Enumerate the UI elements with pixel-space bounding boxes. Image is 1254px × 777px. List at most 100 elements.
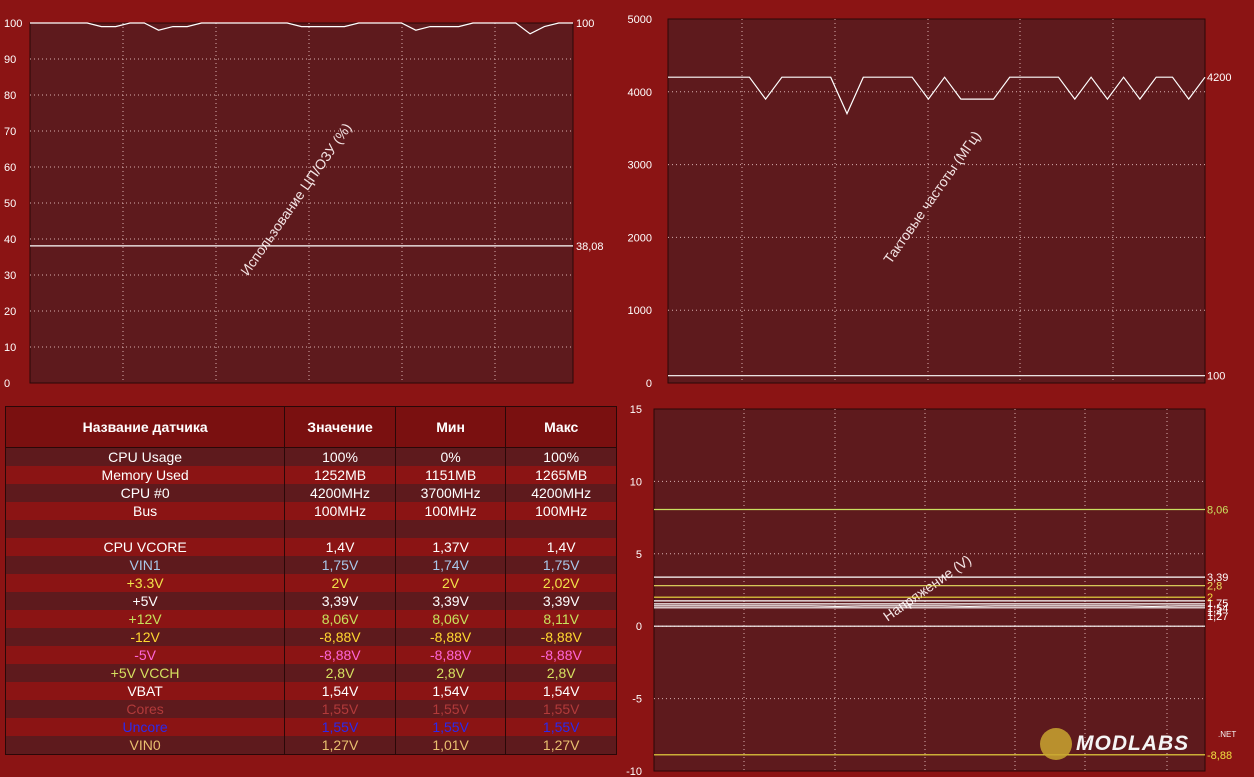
series-end-label: 1,4 <box>1207 607 1222 619</box>
value-cell: 100MHz <box>284 502 396 520</box>
max-cell: 3,39V <box>505 592 617 610</box>
sensor-name-cell <box>4 520 286 538</box>
sensor-name-cell: CPU #0 <box>4 484 286 502</box>
table-row: +3.3V 2V 2V 2,02V <box>4 574 617 592</box>
value-cell: 100% <box>284 447 396 466</box>
column-header-sensor-name: Название датчика <box>4 406 286 448</box>
series-line <box>30 22 573 35</box>
y-tick-label: 0 <box>4 378 10 390</box>
series-end-label: 100 <box>1207 371 1225 383</box>
sensor-name-cell: Bus <box>4 502 286 520</box>
y-tick-label: 90 <box>4 54 16 66</box>
max-cell: 1,54V <box>505 682 617 700</box>
sensor-name-cell: Memory Used <box>4 466 286 484</box>
value-cell: 1,4V <box>284 538 396 556</box>
max-cell: 1,75V <box>505 556 617 574</box>
min-cell: 2V <box>394 574 507 592</box>
table-row <box>4 520 617 538</box>
min-cell: 2,8V <box>394 664 507 682</box>
min-cell: -8,88V <box>394 646 507 664</box>
sensor-name-cell: VIN1 <box>4 556 286 574</box>
max-cell: -8,88V <box>505 628 617 646</box>
sensor-name-cell: +3.3V <box>4 574 286 592</box>
min-cell: 100MHz <box>394 502 507 520</box>
y-tick-label: 50 <box>4 198 16 210</box>
table-row: Bus 100MHz 100MHz 100MHz <box>4 502 617 520</box>
value-cell: 1,75V <box>284 556 396 574</box>
max-cell: 1265MB <box>505 466 617 484</box>
max-cell: 8,11V <box>505 610 617 628</box>
y-tick-label: -5 <box>632 694 642 706</box>
table-row: -5V -8,88V -8,88V -8,88V <box>4 646 617 664</box>
y-tick-label: 0 <box>636 621 642 633</box>
series-end-label: 4200 <box>1207 72 1231 84</box>
logo-suffix: .NET <box>1218 730 1237 739</box>
min-cell: 3700MHz <box>394 484 507 502</box>
modlabs-logo: MODLABS .NET <box>1040 726 1240 762</box>
series-line <box>654 605 1205 608</box>
value-cell: 1,27V <box>284 736 396 755</box>
max-cell: 100MHz <box>505 502 617 520</box>
column-header-min: Мин <box>394 406 507 448</box>
value-cell: 8,06V <box>284 610 396 628</box>
series-line <box>668 76 1206 116</box>
y-tick-label: 0 <box>646 378 652 390</box>
y-tick-label: 3000 <box>628 160 652 172</box>
series-end-label: 3,39 <box>1207 572 1228 584</box>
max-cell: 4200MHz <box>505 484 617 502</box>
y-tick-label: 10 <box>4 342 16 354</box>
min-cell: 1,74V <box>394 556 507 574</box>
table-header-row: Название датчика Значение Мин Макс <box>4 406 617 448</box>
y-tick-label: 10 <box>630 476 642 488</box>
sensor-name-cell: -5V <box>4 646 286 664</box>
sensor-name-cell: VIN0 <box>4 736 286 755</box>
column-header-max: Макс <box>505 406 617 448</box>
table-row: Memory Used 1252MB 1151MB 1265MB <box>4 466 617 484</box>
series-end-label: 100 <box>576 18 594 30</box>
min-cell: 3,39V <box>394 592 507 610</box>
value-cell: -8,88V <box>284 646 396 664</box>
value-cell: 1,54V <box>284 682 396 700</box>
logo-text: MODLABS <box>1076 732 1190 755</box>
value-cell: 2,8V <box>284 664 396 682</box>
min-cell: 1,37V <box>394 538 507 556</box>
max-cell: 1,55V <box>505 700 617 718</box>
value-cell: -8,88V <box>284 628 396 646</box>
table-row: VIN0 1,27V 1,01V 1,27V <box>4 736 617 755</box>
min-cell: 1,55V <box>394 718 507 736</box>
table-row: -12V -8,88V -8,88V -8,88V <box>4 628 617 646</box>
y-tick-label: 5 <box>636 549 642 561</box>
modlabs-logo-mark-icon <box>1040 728 1072 760</box>
table-row: Uncore 1,55V 1,55V 1,55V <box>4 718 617 736</box>
table-row: Cores 1,55V 1,55V 1,55V <box>4 700 617 718</box>
max-cell: 100% <box>505 447 617 466</box>
y-tick-label: 2000 <box>628 232 652 244</box>
max-cell: 1,27V <box>505 736 617 755</box>
y-tick-label: 80 <box>4 90 16 102</box>
series-end-label: 2,8 <box>1207 581 1222 593</box>
y-tick-label: 4000 <box>628 87 652 99</box>
sensor-name-cell: +5V <box>4 592 286 610</box>
y-tick-label: 30 <box>4 270 16 282</box>
y-tick-label: 100 <box>4 18 22 30</box>
sensor-name-cell: Uncore <box>4 718 286 736</box>
sensor-name-cell: -12V <box>4 628 286 646</box>
min-cell: 1,55V <box>394 700 507 718</box>
series-end-label: 2 <box>1207 592 1213 604</box>
sensor-name-cell: CPU VCORE <box>4 538 286 556</box>
y-tick-label: 70 <box>4 126 16 138</box>
min-cell: 1151MB <box>394 466 507 484</box>
table-row: +12V 8,06V 8,06V 8,11V <box>4 610 617 628</box>
sensor-name-cell: CPU Usage <box>4 447 286 466</box>
value-cell: 4200MHz <box>284 484 396 502</box>
series-end-label: 1,75 <box>1207 598 1228 610</box>
max-cell: 2,02V <box>505 574 617 592</box>
table-row: CPU VCORE 1,4V 1,37V 1,4V <box>4 538 617 556</box>
min-cell: 8,06V <box>394 610 507 628</box>
table-row: +5V 3,39V 3,39V 3,39V <box>4 592 617 610</box>
max-cell: 1,4V <box>505 538 617 556</box>
y-tick-label: 60 <box>4 162 16 174</box>
max-cell: 1,55V <box>505 718 617 736</box>
series-end-label: 8,06 <box>1207 504 1228 516</box>
